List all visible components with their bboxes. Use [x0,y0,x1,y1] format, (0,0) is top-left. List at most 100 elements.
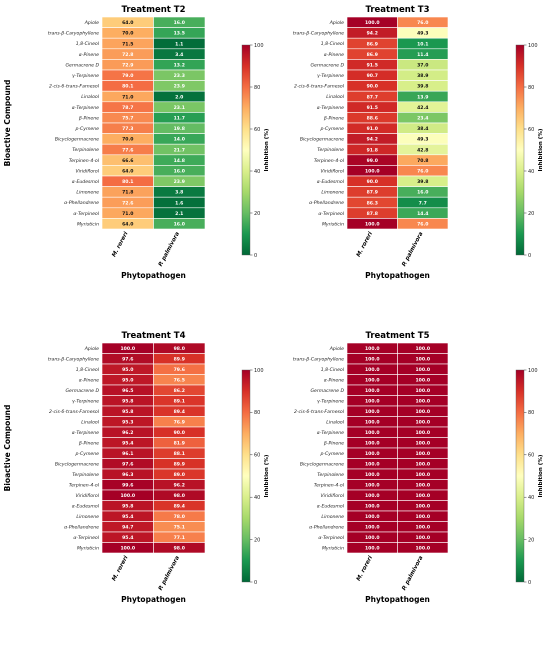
cell-value-label: 13.9 [417,94,428,100]
cell-value-label: 97.6 [122,462,133,468]
cell-value-label: 3.8 [175,190,183,196]
cell-value-label: 99.6 [122,483,133,489]
cell-value-label: 100.0 [365,504,380,510]
colorbar-tick-label: 0 [254,253,257,259]
cell-value-label: 89.4 [174,409,185,415]
colorbar-tick-label: 40 [528,495,534,501]
cell-value-label: 100.0 [365,535,380,541]
cell-value-label: 70.8 [417,158,428,164]
cell-value-label: 100.0 [415,462,430,468]
y-tick-label: Terpinen-4-ol [314,158,345,164]
cell-value-label: 14.0 [174,137,185,143]
cell-value-label: 100.0 [415,546,430,552]
cell-value-label: 97.6 [122,357,133,363]
cell-value-label: 100.0 [415,451,430,457]
cell-value-label: 38.4 [417,126,428,132]
y-tick-label: Terpinolene [72,147,99,153]
y-tick-label: p-Cymene [74,126,99,132]
cell-value-label: 77.6 [122,147,133,153]
y-tick-label: α-Terpineol [73,535,99,541]
cell-value-label: 95.8 [122,399,133,405]
x-axis-label: Phytopathogen [365,271,430,280]
y-tick-label: Myristicin [322,221,344,227]
cell-value-label: 90.0 [367,84,378,90]
colorbar-tick-label: 40 [254,495,260,501]
colorbar-tick-label: 20 [254,537,260,543]
x-tick-label: P. palmivora [158,231,181,268]
cell-value-label: 76.9 [174,420,185,426]
x-axis-label: Phytopathogen [365,595,430,604]
cell-value-label: 23.9 [174,84,185,90]
cell-value-label: 72.6 [122,200,133,206]
cell-value-label: 71.8 [122,190,133,196]
colorbar-tick-label: 0 [528,580,531,586]
y-axis-label: Bioactive Compound [3,80,12,167]
y-tick-label: Germacrene D [65,62,99,68]
cell-value-label: 14.8 [174,158,185,164]
cell-value-label: 100.0 [415,483,430,489]
cell-value-label: 94.7 [122,525,133,531]
colorbar-tick-label: 60 [254,127,260,133]
cell-value-label: 64.0 [122,20,133,26]
y-tick-label: Apiole [84,20,99,26]
cell-value-label: 98.0 [174,346,185,352]
cell-value-label: 96.2 [174,483,185,489]
y-tick-label: Myristicin [77,545,99,551]
cell-value-label: 76.0 [417,222,428,228]
chart-title: Treatment T3 [365,5,429,15]
y-tick-label: γ-Terpinene [72,73,99,79]
cell-value-label: 16.0 [417,190,428,196]
y-tick-label: β-Pinene [324,440,344,446]
colorbar-tick-label: 20 [528,211,534,217]
cell-value-label: 100.0 [365,378,380,384]
colorbar-label: Inhibition (%) [538,128,544,171]
cell-value-label: 100.0 [415,504,430,510]
cell-value-label: 76.0 [417,20,428,26]
y-tick-label: Linalool [326,419,344,425]
y-tick-label: Terpinen-4-ol [69,482,100,488]
cell-value-label: 90.7 [367,73,378,79]
cell-value-label: 96.2 [122,430,133,436]
y-tick-label: trans-β-Caryophyllene [48,356,99,362]
y-tick-label: Apiole [329,20,344,26]
cell-value-label: 100.0 [365,451,380,457]
cell-value-label: 100.0 [365,169,380,175]
colorbar [241,44,251,256]
cell-value-label: 23.3 [174,73,185,79]
y-tick-label: β-Pinene [324,115,344,121]
cell-value-label: 66.6 [122,158,133,164]
y-tick-label: Limonene [76,514,99,520]
y-tick-label: α-Terpineol [318,535,344,541]
cell-value-label: 49.3 [417,137,428,143]
y-tick-label: α-Pinene [324,377,344,383]
cell-value-label: 78.0 [174,514,185,520]
cell-value-label: 72.8 [122,52,133,58]
cell-value-label: 42.8 [417,147,428,153]
y-tick-label: α-Eudesmol [317,503,345,509]
y-tick-label: α-Pinene [79,377,99,383]
y-tick-label: Linalool [81,94,99,100]
y-tick-label: 2-cis-6-trans-Farnesol [49,409,100,415]
cell-value-label: 98.0 [174,546,185,552]
cell-value-label: 100.0 [365,420,380,426]
cell-value-label: 100.0 [120,546,135,552]
x-tick-label: P. palmivora [401,555,424,592]
cell-value-label: 100.0 [415,441,430,447]
cell-value-label: 100.0 [415,378,430,384]
y-tick-label: α-Phellandrene [309,524,344,530]
colorbar-tick-label: 80 [254,85,260,91]
y-tick-label: 1,8-Cineol [76,367,100,373]
cell-value-label: 89.1 [174,399,185,405]
chart-title: Treatment T5 [365,331,429,341]
cell-value-label: 90.0 [367,179,378,185]
cell-value-label: 95.4 [122,514,133,520]
colorbar-tick-label: 100 [254,43,264,49]
colorbar-tick-label: 80 [528,410,534,416]
colorbar-tick-label: 60 [254,453,260,459]
cell-value-label: 89.9 [174,357,185,363]
cell-value-label: 86.9 [367,52,378,58]
cell-value-label: 80.1 [122,179,133,185]
cell-value-label: 91.0 [367,126,378,132]
cell-value-label: 94.2 [367,31,378,37]
y-tick-label: α-Terpinene [317,105,344,111]
